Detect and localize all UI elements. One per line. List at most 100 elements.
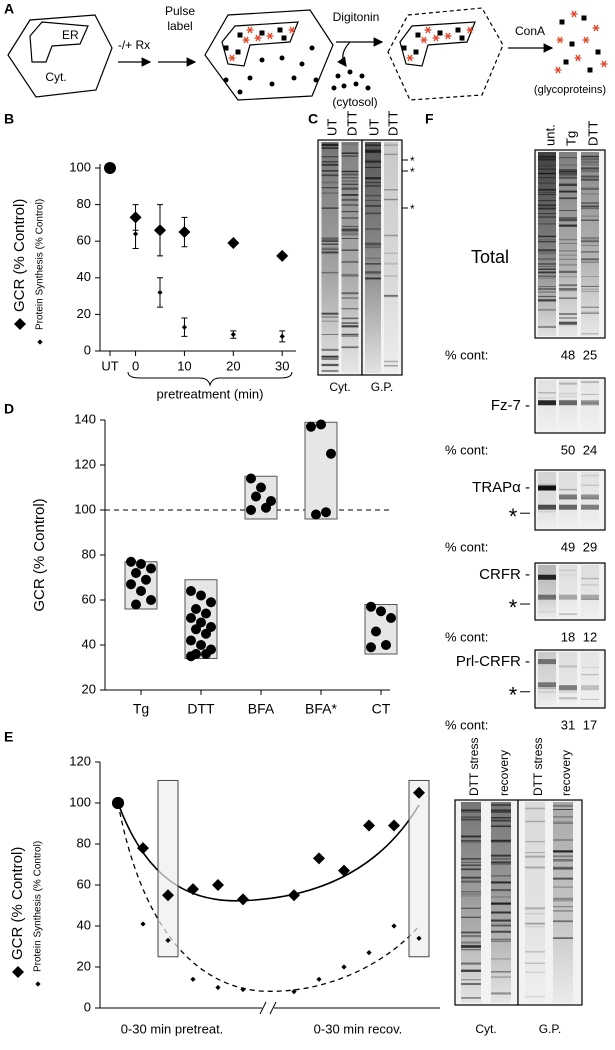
lane-label: DTT: [344, 111, 359, 136]
data-point: [201, 649, 211, 659]
protein-square: [401, 45, 407, 51]
cont-label: % cont:: [445, 629, 488, 644]
data-point: [416, 935, 422, 941]
arrow: [337, 41, 351, 67]
panel-label: E: [4, 729, 13, 745]
gel-band: [538, 682, 556, 688]
cont-value: 24: [583, 442, 597, 457]
data-point: [126, 556, 136, 567]
y-tick-label: 80: [82, 546, 96, 561]
highlight-box: [408, 779, 430, 958]
data-point: [261, 502, 271, 513]
x-axis-title: pretreatment (min): [157, 386, 264, 401]
data-point: [191, 624, 201, 635]
gel-band: [559, 504, 577, 510]
protein-square: [415, 32, 421, 38]
gel-lane: [341, 142, 359, 373]
data-point: [165, 937, 171, 943]
schematic-marks: [223, 10, 608, 95]
panel-label: C: [308, 111, 318, 127]
cell: [204, 9, 334, 101]
band-marker: *: [410, 165, 415, 179]
cona-label: ConA: [515, 24, 545, 38]
blot-name: Prl-CRFR -: [456, 653, 530, 670]
data-point: [413, 786, 425, 799]
y-tick-label: 120: [74, 456, 96, 471]
gel-lane: [581, 472, 599, 528]
gel-lane: [559, 152, 577, 336]
gel-border: [534, 649, 606, 709]
gel-band: [581, 685, 599, 691]
protein-square: [281, 35, 287, 41]
data-point: [279, 333, 285, 339]
data-point: [240, 986, 246, 993]
y-tick-label: 0: [84, 342, 91, 357]
protein-square: [235, 49, 241, 55]
data-point: [326, 448, 336, 459]
panel-label: F: [425, 111, 434, 127]
gel-border: [361, 139, 403, 376]
data-point: [316, 976, 322, 982]
data-point: [162, 889, 174, 902]
data-point: [157, 289, 163, 296]
er: [399, 21, 476, 67]
data-point: [136, 586, 146, 596]
data-point: [186, 586, 196, 596]
data-point: [215, 984, 221, 991]
data-point: [386, 613, 396, 623]
data-point: [276, 249, 289, 262]
data-point: [366, 601, 376, 612]
band-marker: *: [509, 595, 518, 620]
y-tick-label: 60: [77, 233, 91, 248]
cyt-label: Cyt.: [45, 70, 66, 84]
data-point: [321, 507, 331, 518]
gel-band: [581, 400, 599, 406]
glycan-asterisk: [242, 36, 250, 44]
glycan-asterisk: [556, 36, 564, 44]
protein-dot: [223, 77, 229, 83]
glycan-asterisk: [592, 24, 600, 32]
cont-value: 50: [561, 442, 575, 457]
data-point: [363, 819, 375, 832]
cont-value: 18: [561, 629, 575, 644]
y-tick-label: 100: [69, 794, 91, 809]
y-tick-label: 120: [69, 753, 91, 768]
x-tick-label: DTT: [187, 701, 215, 717]
fraction-label: Cyt.: [475, 1022, 496, 1036]
data-point: [112, 797, 124, 809]
gel-lane: [581, 652, 599, 706]
y-axis-title: GCR (% Control): [9, 847, 26, 960]
gel-lane: [384, 142, 398, 373]
data-point: [146, 563, 156, 574]
brace: [127, 371, 293, 387]
data-point: [181, 324, 188, 330]
y-tick-label: 60: [77, 876, 91, 891]
data-point: [376, 606, 386, 617]
gel-band: [538, 504, 556, 510]
data-point: [291, 989, 297, 995]
gel-border: [517, 799, 583, 1006]
er: [29, 21, 89, 63]
gel-band: [559, 494, 577, 500]
fit-curve: [117, 802, 420, 992]
gel-border: [534, 149, 606, 339]
gel-band: [559, 685, 577, 691]
glycan-asterisk: [288, 26, 296, 34]
data-point: [186, 613, 196, 623]
cont-value: 48: [561, 347, 575, 362]
cont-value: 25: [583, 347, 597, 362]
fraction-label: G.P.: [371, 380, 393, 394]
data-point: [154, 224, 166, 237]
legend-marker: [35, 981, 41, 987]
data-point: [129, 211, 142, 224]
data-point: [341, 964, 347, 970]
fit-curve: [117, 802, 420, 902]
cont-label: % cont:: [445, 539, 488, 554]
er-label: ER: [62, 28, 79, 42]
data-point: [186, 651, 196, 662]
gel-lane: [559, 472, 577, 528]
er: [221, 21, 299, 67]
data-point: [366, 642, 376, 653]
data-point: [306, 421, 316, 432]
y-tick-label: 60: [82, 591, 96, 606]
